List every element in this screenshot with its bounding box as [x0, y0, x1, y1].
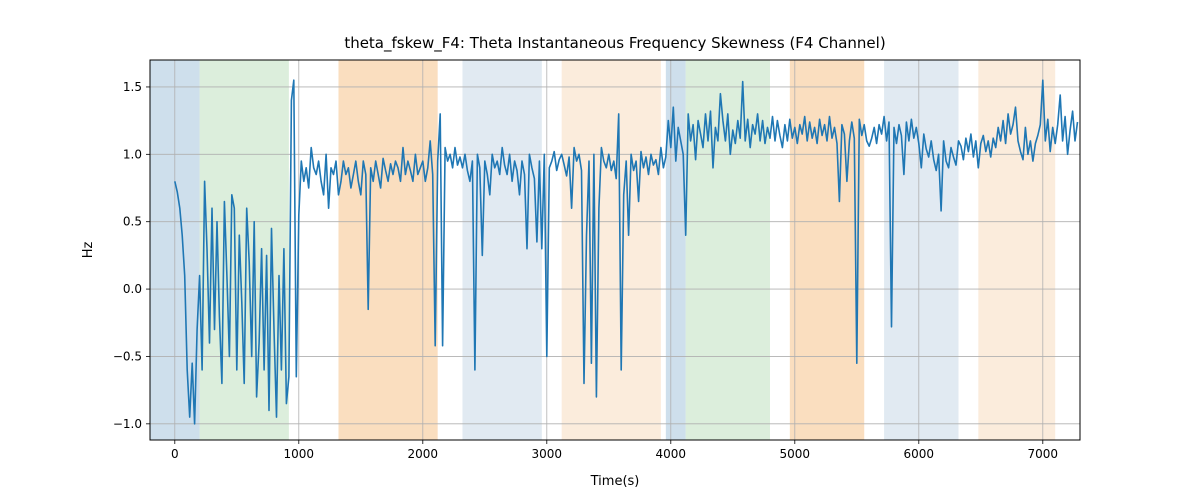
- region-band: [884, 60, 958, 440]
- x-tick-label: 4000: [656, 447, 687, 461]
- x-tick-label: 5000: [780, 447, 811, 461]
- x-tick-label: 7000: [1028, 447, 1059, 461]
- region-band: [562, 60, 661, 440]
- chart-title: theta_fskew_F4: Theta Instantaneous Freq…: [344, 34, 885, 53]
- line-chart: theta_fskew_F4: Theta Instantaneous Freq…: [0, 0, 1200, 500]
- y-tick-label: 1.0: [123, 147, 142, 161]
- x-tick-label: 0: [171, 447, 179, 461]
- y-tick-label: −0.5: [113, 349, 142, 363]
- y-tick-label: 0.5: [123, 215, 142, 229]
- x-axis-label: Time(s): [590, 474, 640, 489]
- plot-area: 0 1000 2000 3000 4000 5000 6000 7000 −1.0 −0.5 0.0…: [113, 60, 1080, 461]
- x-tick-label: 2000: [408, 447, 439, 461]
- region-band: [790, 60, 864, 440]
- x-tick-label: 1000: [284, 447, 315, 461]
- region-band: [462, 60, 541, 440]
- chart-root: theta_fskew_F4: Theta Instantaneous Freq…: [0, 0, 1200, 500]
- x-tick-label: 6000: [904, 447, 935, 461]
- region-band: [666, 60, 686, 440]
- y-tick-label: 0.0: [123, 282, 142, 296]
- y-tick-label: 1.5: [123, 80, 142, 94]
- x-tick-label: 3000: [532, 447, 563, 461]
- y-tick-label: −1.0: [113, 417, 142, 431]
- y-axis-label: Hz: [81, 242, 96, 259]
